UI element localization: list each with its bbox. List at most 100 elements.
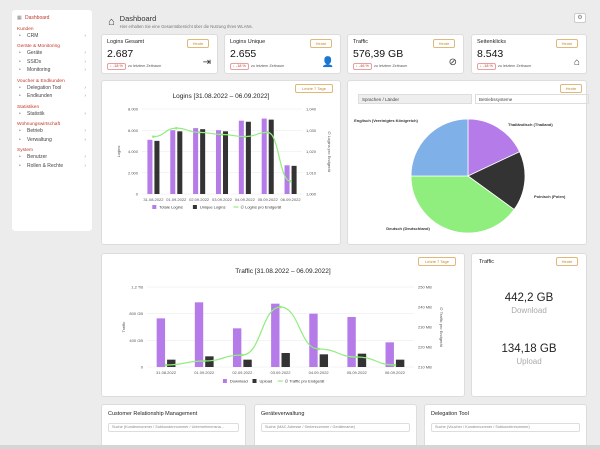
line-point[interactable]: [202, 359, 206, 363]
line-point[interactable]: [241, 353, 244, 357]
traffic-range-button[interactable]: Letzte 7 Tage: [418, 257, 456, 266]
kpi-range-button[interactable]: Heute: [187, 39, 209, 48]
bar-primary[interactable]: [271, 303, 280, 367]
x-tick-label: 03.09.2022: [212, 197, 233, 202]
kpi-range-button[interactable]: Heute: [310, 39, 332, 48]
y-tick-label: 800 GB: [129, 311, 143, 316]
pie-label: Polnisch (Polen): [534, 194, 566, 199]
bar-secondary[interactable]: [177, 131, 183, 194]
sidebar-item[interactable]: • Benutzer ›: [12, 153, 92, 162]
bar-secondary[interactable]: [205, 356, 214, 367]
y-tick-label: 0: [136, 192, 139, 197]
sidebar-section-title: System: [17, 148, 33, 153]
sidebar-item[interactable]: • Betrieb ›: [12, 127, 92, 136]
search-card-title: Delegation Tool: [431, 411, 469, 417]
bar-primary[interactable]: [170, 130, 176, 194]
bar-secondary[interactable]: [167, 359, 176, 367]
legend-label: Unique Logins: [200, 205, 226, 210]
line-point[interactable]: [152, 135, 155, 138]
sidebar-item[interactable]: • SSIDs ›: [12, 58, 92, 67]
bar-secondary[interactable]: [291, 165, 297, 194]
legend-marker: [152, 205, 157, 209]
bar-secondary[interactable]: [200, 129, 206, 194]
bar-primary[interactable]: [347, 317, 356, 367]
bar-primary[interactable]: [232, 328, 242, 367]
sidebar-item-label: Rollen & Rechte: [27, 162, 64, 169]
bar-primary[interactable]: [215, 130, 221, 194]
x-tick-label: 31.08.2022: [143, 197, 164, 202]
pie-slice[interactable]: [467, 151, 526, 211]
kpi-compare-text: zu letztem Zeitraum: [128, 63, 162, 68]
home-icon[interactable]: ⌂: [108, 15, 115, 28]
search-input[interactable]: Suche (Voucher / Kundennummer / Subkunde…: [431, 423, 580, 432]
horizontal-scrollbar[interactable]: [0, 445, 600, 449]
line-point[interactable]: [174, 126, 178, 130]
sidebar-item[interactable]: • Rollen & Rechte ›: [12, 162, 92, 171]
line-point[interactable]: [266, 131, 270, 134]
chevron-right-icon: ›: [84, 58, 86, 65]
sidebar-item[interactable]: • Monitoring ›: [12, 66, 92, 75]
bar-secondary[interactable]: [243, 359, 252, 367]
roles-icon: •: [19, 162, 21, 169]
bar-primary[interactable]: [194, 302, 204, 367]
bar-primary[interactable]: [261, 118, 267, 194]
y-axis-label: Logins: [116, 146, 121, 158]
sidebar-item[interactable]: • Endkunden ›: [12, 92, 92, 101]
bar-secondary[interactable]: [154, 140, 160, 194]
bar-primary[interactable]: [156, 318, 166, 367]
pie-slice[interactable]: [410, 175, 515, 234]
y-axis-label: Traffic: [121, 322, 126, 333]
traffic-total-label: Traffic: [479, 259, 494, 265]
bar-secondary[interactable]: [319, 354, 329, 367]
tab-os[interactable]: Betriebssysteme: [475, 94, 589, 104]
line-point[interactable]: [220, 133, 224, 136]
bar-primary[interactable]: [309, 313, 318, 367]
chevron-right-icon: ›: [84, 32, 86, 39]
kpi-value: 576,39 GB: [353, 48, 404, 60]
kpi-range-button[interactable]: Heute: [433, 39, 455, 48]
bar-secondary[interactable]: [281, 353, 290, 367]
search-card: Delegation Tool Suche (Voucher / Kundenn…: [424, 404, 587, 449]
line-point[interactable]: [243, 135, 247, 138]
x-tick-label: 06.09.2022: [281, 197, 302, 202]
bar-secondary[interactable]: [245, 121, 251, 194]
sidebar-item[interactable]: • CRM ›: [12, 32, 92, 41]
line-point[interactable]: [289, 179, 292, 183]
bar-primary[interactable]: [238, 120, 244, 194]
bar-secondary[interactable]: [395, 359, 405, 367]
pie-range-button[interactable]: Heute: [560, 84, 582, 93]
search-input[interactable]: Suche (MAC Adresse / Seriennummer / Gerä…: [261, 423, 410, 432]
line-point[interactable]: [393, 363, 397, 367]
bar-secondary[interactable]: [268, 119, 274, 194]
pie-slice[interactable]: [410, 118, 469, 177]
chevron-right-icon: ›: [84, 154, 86, 161]
line-point[interactable]: [164, 363, 168, 367]
sidebar-item-dashboard[interactable]: ▦ Dashboard: [12, 14, 92, 23]
traffic-total-range-button[interactable]: Heute: [556, 257, 578, 266]
line-point[interactable]: [197, 131, 201, 134]
kpi-card: Traffic Heute 576,39 GB ↓ -46 % zu letzt…: [347, 34, 464, 74]
bar-primary[interactable]: [385, 342, 394, 367]
logins-range-button[interactable]: Letzte 7 Tage: [295, 84, 333, 93]
gear-icon[interactable]: ⚙: [574, 13, 586, 23]
y2-tick-label: 250 MB: [418, 285, 432, 290]
sidebar-item-label: Geräte: [27, 50, 43, 57]
bar-secondary[interactable]: [357, 353, 367, 367]
line-point[interactable]: [279, 305, 282, 309]
tab-languages[interactable]: Sprachen / Länder: [358, 94, 472, 104]
legend-label: ∅ Traffic pro Endgerät: [285, 379, 326, 384]
bar-primary[interactable]: [193, 128, 199, 194]
kpi-card: Seitenklicks Heute 8.543 ↓ -18 % zu letz…: [471, 34, 587, 74]
sidebar-item[interactable]: • Verwaltung ›: [12, 136, 92, 145]
y2-tick-label: 1,040: [306, 107, 317, 112]
bar-primary[interactable]: [147, 139, 153, 194]
bar-secondary[interactable]: [223, 131, 229, 194]
pie-slice[interactable]: [467, 118, 521, 177]
search-input[interactable]: Suche (Kundennummer / Subkundennummer / …: [108, 423, 239, 432]
line-point[interactable]: [317, 347, 320, 351]
kpi-range-button[interactable]: Heute: [556, 39, 578, 48]
sidebar-item[interactable]: • Delegation Tool ›: [12, 84, 92, 93]
sidebar-item[interactable]: • Geräte ›: [12, 49, 92, 58]
sidebar-item[interactable]: • Statistik ›: [12, 110, 92, 119]
line-point[interactable]: [355, 355, 359, 359]
